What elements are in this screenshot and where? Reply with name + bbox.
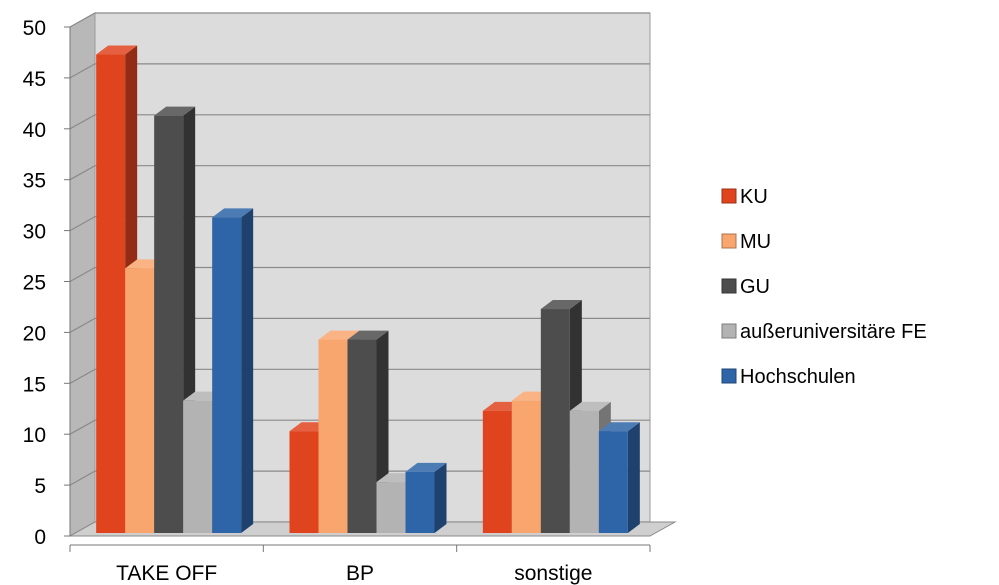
bar-top	[598, 422, 640, 432]
bar	[212, 208, 254, 534]
bar	[598, 422, 640, 533]
x-tick-label: sonstige	[514, 562, 592, 585]
bar-top	[569, 401, 611, 411]
legend-label: außeruniversitäre FE	[740, 321, 927, 343]
y-axis: 0 5 10 15 20 25 30 35 40 45 50	[23, 17, 71, 549]
bar-front	[511, 400, 541, 533]
legend-swatch	[721, 233, 737, 249]
bar-front	[318, 339, 348, 533]
legend-item: KU	[721, 186, 768, 208]
legend-item: Hochschulen	[721, 366, 856, 388]
gridline	[69, 114, 650, 130]
bar-front	[405, 471, 435, 533]
gridline	[69, 216, 650, 232]
bar-front	[212, 217, 242, 534]
bar-front	[347, 339, 377, 533]
gridlines	[69, 12, 650, 537]
bar-top	[540, 300, 582, 310]
bar-front	[598, 431, 628, 533]
bar-side	[627, 422, 640, 533]
bar-front	[125, 268, 155, 533]
legend-swatch	[721, 188, 737, 204]
y-tick-label: 40	[23, 119, 46, 142]
gridline	[69, 266, 650, 283]
gridline	[69, 470, 650, 486]
bar-side	[241, 208, 254, 534]
bar-front	[183, 400, 213, 533]
gridline	[69, 368, 650, 384]
y-tick-label: 20	[23, 322, 46, 345]
gridline	[69, 165, 650, 181]
legend-swatch	[721, 278, 737, 294]
bar-top	[318, 330, 360, 340]
gridline	[69, 12, 650, 28]
y-tick-label: 35	[23, 170, 46, 193]
legend: KU MU GU außeruniversitäre FE Hochschulen	[721, 186, 927, 388]
y-tick-label: 25	[23, 272, 46, 295]
legend-label: GU	[740, 276, 770, 298]
y-tick-label: 45	[23, 68, 46, 91]
legend-swatch	[721, 323, 737, 339]
legend-swatch	[721, 368, 737, 384]
bar	[405, 462, 447, 533]
y-tick-label: 5	[34, 475, 46, 498]
bar-top	[96, 45, 138, 55]
bar-top	[405, 462, 447, 472]
legend-label: KU	[740, 186, 768, 208]
bar-top	[347, 330, 389, 340]
bar-front	[154, 115, 184, 534]
bar-side	[434, 462, 447, 533]
bar-front	[289, 431, 319, 533]
x-tick-label: TAKE OFF	[116, 562, 217, 585]
legend-item: MU	[721, 231, 771, 253]
x-axis: TAKE OFF BP sonstige	[69, 544, 651, 585]
bar-front	[569, 410, 599, 533]
bar-top	[154, 106, 196, 116]
legend-label: Hochschulen	[740, 366, 856, 388]
y-tick-label: 10	[23, 424, 46, 447]
bar-front	[376, 482, 406, 533]
y-tick-label: 50	[23, 17, 46, 40]
bar-front	[96, 54, 126, 533]
y-tick-label: 30	[23, 221, 46, 244]
bar-front	[482, 410, 512, 533]
bars	[96, 45, 640, 534]
gridline	[69, 317, 650, 333]
legend-label: MU	[740, 231, 771, 253]
gridline	[69, 63, 650, 79]
bar-top	[212, 208, 254, 218]
x-tick-label: BP	[346, 562, 374, 585]
y-tick-label: 15	[23, 373, 46, 396]
bar-front	[540, 309, 570, 533]
y-tick-label: 0	[34, 526, 46, 549]
legend-item: GU	[721, 276, 770, 298]
legend-item: außeruniversitäre FE	[721, 321, 927, 343]
gridline	[69, 419, 650, 435]
